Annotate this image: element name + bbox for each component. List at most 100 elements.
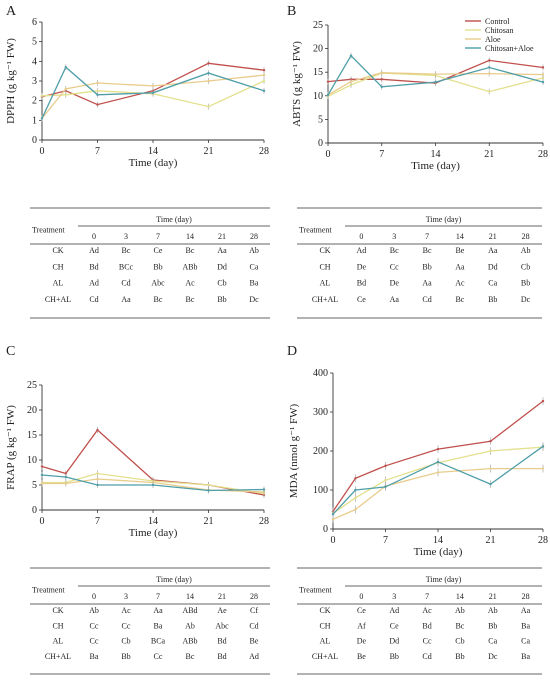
data-point xyxy=(489,440,492,443)
table-row-label: AL xyxy=(53,279,64,288)
table-cell: Cb xyxy=(121,637,130,646)
table-row-label: CH+AL xyxy=(45,295,71,304)
x-tick-label: 28 xyxy=(259,146,269,157)
table-row-label: CK xyxy=(52,246,63,255)
table-column-header: 21 xyxy=(218,232,226,241)
data-point xyxy=(384,485,387,489)
table-cell: Dd xyxy=(389,637,399,646)
data-point xyxy=(64,475,67,479)
table-cell: Cb xyxy=(455,637,464,646)
x-tick-label: 7 xyxy=(95,146,100,157)
table-cell: Cd xyxy=(422,652,431,661)
table-cell: Ad xyxy=(249,652,259,661)
data-point xyxy=(384,479,387,482)
table-cell: Ba xyxy=(90,652,99,661)
table-cell: Ce xyxy=(390,621,399,630)
table-cell: Ad xyxy=(89,279,99,288)
data-point xyxy=(541,467,545,470)
table-cell: Cc xyxy=(90,621,99,630)
table-cell: Be xyxy=(455,246,464,255)
x-tick-label: 28 xyxy=(259,516,269,527)
table-header-title: Time (day) xyxy=(426,215,462,224)
table-cell: ABb xyxy=(182,262,197,271)
data-point xyxy=(96,93,99,96)
legend-label: Chitosan xyxy=(485,26,513,35)
table-cell: ABb xyxy=(182,637,197,646)
table-cell: Ac xyxy=(455,279,465,288)
data-point xyxy=(541,76,545,80)
data-point xyxy=(349,80,353,83)
table-cell: Cd xyxy=(89,295,98,304)
y-tick-label: 15 xyxy=(313,67,323,78)
table-cell: Ca xyxy=(488,637,497,646)
table-cell: Be xyxy=(357,652,366,661)
x-axis-label: Time (day) xyxy=(129,527,178,539)
table-cell: Dd xyxy=(488,262,498,271)
table-cell: Ab xyxy=(89,606,99,615)
data-point xyxy=(436,460,440,464)
y-tick-label: 5 xyxy=(318,114,323,125)
series-line-chitosan xyxy=(327,72,544,97)
table-column-header: 0 xyxy=(359,592,363,601)
table-cell: Ac xyxy=(121,606,131,615)
y-axis-label: DPPH (g kg⁻¹ FW) xyxy=(5,38,17,124)
table-cell: Aa xyxy=(455,262,465,271)
table-cell: Ad xyxy=(357,246,367,255)
data-point xyxy=(436,447,440,451)
series-line-chitosan xyxy=(41,80,265,108)
table-row-label: CH xyxy=(319,621,330,630)
series-line-control xyxy=(332,400,544,512)
table-cell: Bb xyxy=(521,279,530,288)
y-tick-label: 15 xyxy=(27,430,37,441)
table-column-header: 14 xyxy=(186,232,194,241)
x-tick-label: 28 xyxy=(538,149,548,160)
data-point xyxy=(64,66,67,69)
data-point xyxy=(207,79,210,83)
table-cell: Aa xyxy=(422,279,432,288)
data-point xyxy=(151,483,155,487)
table-row-label: AL xyxy=(320,637,331,646)
x-tick-label: 21 xyxy=(484,149,494,160)
table-cell: Ca xyxy=(250,262,259,271)
table-cell: Bc xyxy=(122,246,131,255)
data-point xyxy=(96,428,99,432)
table-cell: Bb xyxy=(455,652,464,661)
x-tick-label: 7 xyxy=(379,149,384,160)
panel-d: D 0 100 200 300 400 0 7 14 21 28 Time (day) MDA (nmo… xyxy=(287,344,548,675)
table-cell: Ab xyxy=(185,621,195,630)
table-row-label: CH+AL xyxy=(312,295,338,304)
panel-letter: B xyxy=(287,4,296,19)
y-axis-label: ABTS (g kg⁻¹ FW) xyxy=(291,41,303,127)
y-tick-label: 0 xyxy=(32,505,37,516)
table-treatment-label: Treatment xyxy=(299,586,332,595)
y-axis-label: FRAP (g kg⁻¹ FW) xyxy=(5,405,17,490)
legend-label: Aloe xyxy=(485,35,501,44)
table-cell: Bb xyxy=(121,652,130,661)
table-row-label: CH xyxy=(319,262,330,271)
y-tick-label: 3 xyxy=(32,76,37,87)
table-row-label: CK xyxy=(52,606,63,615)
stats-table: Time (day) Treatment 0 3 7 14 21 28 CK Ad Bc Bc Be Aa… xyxy=(297,207,542,319)
data-point xyxy=(64,87,67,91)
table-cell: Cb xyxy=(521,262,530,271)
stats-table: Time (day) Treatment 0 3 7 14 21 28 CK Ab Ac Aa ABd A… xyxy=(30,567,270,675)
y-tick-label: 25 xyxy=(313,20,323,31)
series-line-aloe xyxy=(327,72,544,96)
data-point xyxy=(488,66,491,69)
table-cell: Cd xyxy=(121,279,130,288)
data-point xyxy=(380,85,383,89)
data-point xyxy=(96,103,99,106)
x-tick-label: 28 xyxy=(538,535,548,546)
table-column-header: 14 xyxy=(186,592,194,601)
table-cell: Bc xyxy=(390,246,399,255)
y-tick-label: 5 xyxy=(32,480,37,491)
data-point xyxy=(207,489,210,492)
legend-label: Control xyxy=(485,17,510,26)
data-point xyxy=(64,93,67,96)
data-point xyxy=(96,81,99,85)
table-row-label: CH+AL xyxy=(45,652,71,661)
x-axis-label: Time (day) xyxy=(411,160,460,172)
data-point xyxy=(488,90,491,93)
series-line-aloe xyxy=(332,467,543,520)
